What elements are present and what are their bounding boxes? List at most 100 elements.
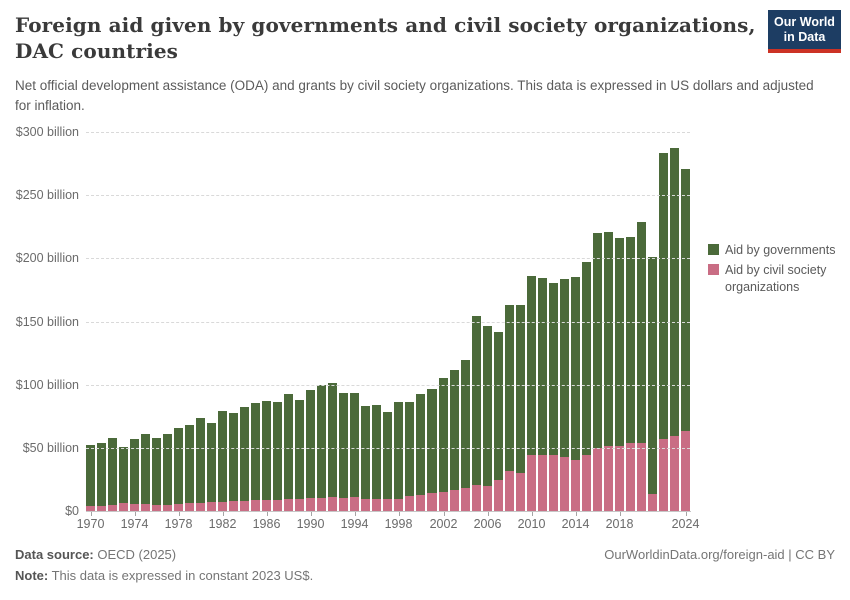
bar-column-1974[interactable] xyxy=(130,132,140,511)
x-tick-2018 xyxy=(619,512,621,516)
bar-column-2023[interactable] xyxy=(669,132,679,511)
gridline-50 xyxy=(86,447,690,449)
bar-column-2006[interactable] xyxy=(482,132,492,511)
bar-column-1985[interactable] xyxy=(251,132,261,511)
bar-civil-society-2002 xyxy=(438,491,448,511)
bar-governments-1981 xyxy=(207,422,217,503)
bar-column-1984[interactable] xyxy=(240,132,250,511)
bar-column-2021[interactable] xyxy=(647,132,657,511)
bar-column-2014[interactable] xyxy=(570,132,580,511)
bar-governments-2010 xyxy=(526,275,536,456)
chart-area: $0 $50 billion $100 billion $150 billion $20… xyxy=(0,118,850,536)
bar-column-1988[interactable] xyxy=(284,132,294,511)
bar-civil-society-1976 xyxy=(152,504,162,511)
bar-column-1989[interactable] xyxy=(295,132,305,511)
bar-governments-1982 xyxy=(218,411,228,502)
bar-column-1976[interactable] xyxy=(152,132,162,511)
bar-civil-society-2000 xyxy=(416,494,426,511)
bar-governments-2018 xyxy=(614,238,624,447)
bar-governments-1974 xyxy=(130,439,140,505)
bar-column-1980[interactable] xyxy=(196,132,206,511)
bar-column-1997[interactable] xyxy=(383,132,393,511)
bar-column-2016[interactable] xyxy=(592,132,602,511)
bar-column-2013[interactable] xyxy=(559,132,569,511)
bar-column-1981[interactable] xyxy=(207,132,217,511)
gridline-100 xyxy=(86,384,690,386)
bar-column-1987[interactable] xyxy=(273,132,283,511)
bar-governments-1970 xyxy=(86,445,96,506)
bar-column-1970[interactable] xyxy=(86,132,96,511)
x-axis-label-2014: 2014 xyxy=(561,517,590,531)
bar-civil-society-2005 xyxy=(471,484,481,511)
bar-column-2022[interactable] xyxy=(658,132,668,511)
bar-civil-society-1982 xyxy=(218,501,228,511)
bar-governments-1994 xyxy=(350,392,360,498)
bar-column-1979[interactable] xyxy=(185,132,195,511)
bar-column-1999[interactable] xyxy=(405,132,415,511)
bar-governments-1971 xyxy=(97,443,107,506)
x-axis-label-1978: 1978 xyxy=(164,517,193,531)
bar-column-1973[interactable] xyxy=(119,132,129,511)
bar-column-1996[interactable] xyxy=(372,132,382,511)
bar-column-2004[interactable] xyxy=(460,132,470,511)
y-axis-label-0: $0 xyxy=(65,504,79,518)
bar-column-2015[interactable] xyxy=(581,132,591,511)
bar-column-1982[interactable] xyxy=(218,132,228,511)
bar-governments-1980 xyxy=(196,417,206,503)
bar-column-1986[interactable] xyxy=(262,132,272,511)
y-axis-label-150: $150 billion xyxy=(15,314,79,329)
legend-item-civil-society[interactable]: Aid by civil society organizations xyxy=(708,262,846,295)
bar-governments-1997 xyxy=(383,412,393,499)
bar-civil-society-2016 xyxy=(592,448,602,511)
bar-column-2019[interactable] xyxy=(625,132,635,511)
x-axis-label-1986: 1986 xyxy=(252,517,281,531)
bar-column-1994[interactable] xyxy=(350,132,360,511)
bar-governments-2003 xyxy=(449,369,459,490)
bar-column-1978[interactable] xyxy=(174,132,184,511)
bar-column-2008[interactable] xyxy=(504,132,514,511)
bar-governments-1973 xyxy=(119,446,129,504)
bar-column-2011[interactable] xyxy=(537,132,547,511)
bar-civil-society-2017 xyxy=(603,445,613,511)
bar-column-2024[interactable] xyxy=(680,132,690,511)
bar-civil-society-2019 xyxy=(625,442,635,511)
bar-column-1993[interactable] xyxy=(339,132,349,511)
owid-logo[interactable]: Our World in Data xyxy=(768,10,841,53)
x-tick-2010 xyxy=(531,512,533,516)
bar-governments-2000 xyxy=(416,394,426,495)
y-axis-label-250: $250 billion xyxy=(15,188,79,203)
bar-governments-1998 xyxy=(394,402,404,500)
bar-column-2017[interactable] xyxy=(603,132,613,511)
bar-column-1992[interactable] xyxy=(328,132,338,511)
x-tick-1998 xyxy=(398,512,400,516)
bar-column-1972[interactable] xyxy=(108,132,118,511)
bar-governments-2001 xyxy=(427,389,437,494)
bar-column-2018[interactable] xyxy=(614,132,624,511)
bar-column-2003[interactable] xyxy=(449,132,459,511)
bar-column-2012[interactable] xyxy=(548,132,558,511)
bar-civil-society-1991 xyxy=(317,497,327,511)
bar-column-2002[interactable] xyxy=(438,132,448,511)
bar-column-1990[interactable] xyxy=(306,132,316,511)
bar-governments-1972 xyxy=(108,437,118,506)
bar-column-1998[interactable] xyxy=(394,132,404,511)
bar-column-2001[interactable] xyxy=(427,132,437,511)
legend-item-governments[interactable]: Aid by governments xyxy=(708,242,846,258)
bar-column-1971[interactable] xyxy=(97,132,107,511)
bar-column-2000[interactable] xyxy=(416,132,426,511)
bar-column-2020[interactable] xyxy=(636,132,646,511)
bar-column-2005[interactable] xyxy=(471,132,481,511)
bar-column-1975[interactable] xyxy=(141,132,151,511)
bar-column-2010[interactable] xyxy=(526,132,536,511)
bar-civil-society-2024 xyxy=(680,431,690,511)
owid-link[interactable]: OurWorldinData.org/foreign-aid | CC BY xyxy=(604,547,835,562)
bar-column-2009[interactable] xyxy=(515,132,525,511)
bar-column-1983[interactable] xyxy=(229,132,239,511)
bar-column-1977[interactable] xyxy=(163,132,173,511)
bar-civil-society-1978 xyxy=(174,504,184,511)
bar-column-2007[interactable] xyxy=(493,132,503,511)
y-axis-label-300: $300 billion xyxy=(15,125,79,139)
x-tick-1986 xyxy=(266,512,268,516)
bar-column-1995[interactable] xyxy=(361,132,371,511)
bar-column-1991[interactable] xyxy=(317,132,327,511)
